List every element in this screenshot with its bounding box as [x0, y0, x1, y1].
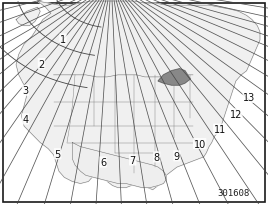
- Text: 3: 3: [23, 86, 28, 96]
- Text: 10: 10: [193, 139, 206, 149]
- Text: 11: 11: [214, 125, 226, 134]
- Text: 9: 9: [174, 151, 180, 161]
- Polygon shape: [16, 8, 40, 27]
- Polygon shape: [16, 2, 260, 190]
- Polygon shape: [72, 143, 166, 188]
- Text: 7: 7: [129, 155, 136, 165]
- Text: 4: 4: [23, 114, 28, 124]
- Text: 8: 8: [154, 152, 160, 162]
- Text: 5: 5: [54, 149, 61, 159]
- Text: 12: 12: [230, 109, 242, 119]
- Text: 6: 6: [100, 157, 106, 167]
- Text: 1: 1: [60, 35, 66, 45]
- Text: 2: 2: [38, 59, 45, 69]
- Text: 13: 13: [243, 93, 255, 103]
- Polygon shape: [158, 69, 190, 86]
- Text: 301608: 301608: [217, 188, 249, 197]
